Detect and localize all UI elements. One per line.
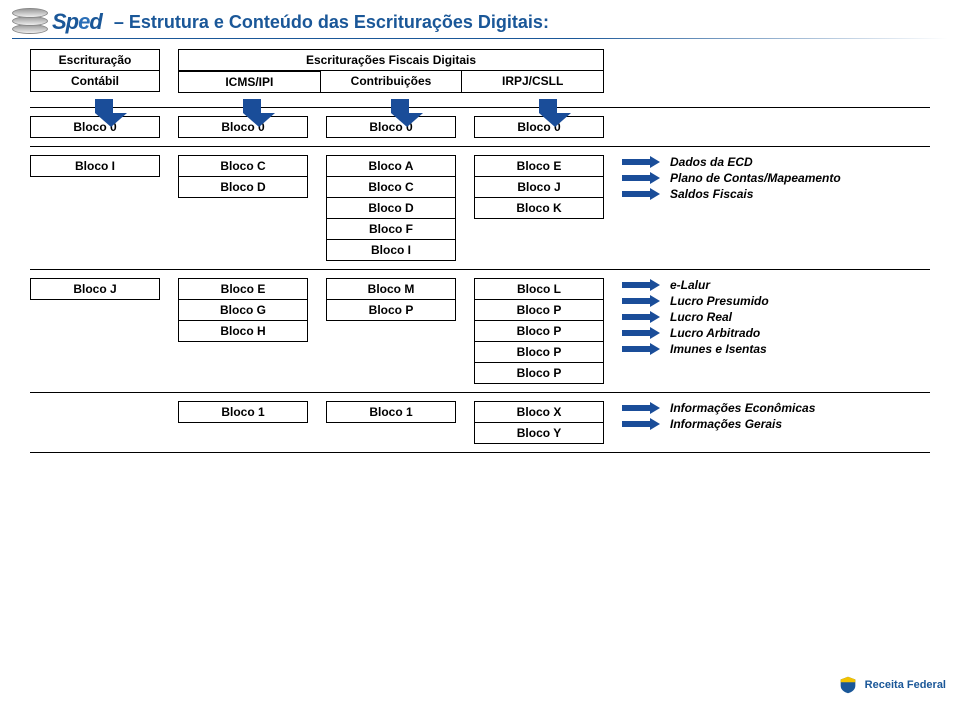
escrituracoes-fiscais-header: Escriturações Fiscais Digitais ICMS/IPI … xyxy=(178,49,604,93)
arrow-right-icon xyxy=(622,343,662,355)
cell: Bloco E xyxy=(474,155,604,177)
arrow-right-icon xyxy=(622,188,662,200)
legend-item: Informações Econômicas xyxy=(622,401,815,415)
legend-item: Lucro Real xyxy=(622,310,769,324)
col-contribuicoes: Contribuições xyxy=(320,70,463,93)
cell: Bloco K xyxy=(474,197,604,219)
legend-item: Imunes e Isentas xyxy=(622,342,769,356)
section-mid: Bloco I Bloco C Bloco D Bloco A Bloco C … xyxy=(30,155,930,261)
diagram-content: Escrituração Contábil Escriturações Fisc… xyxy=(0,39,960,453)
bottom-col2: Bloco 1 xyxy=(178,401,308,423)
separator xyxy=(30,392,930,393)
legend-item: Informações Gerais xyxy=(622,417,815,431)
cell: Bloco X xyxy=(474,401,604,423)
sped-logo: Sped xyxy=(12,8,102,36)
page-title: – Estrutura e Conteúdo das Escriturações… xyxy=(114,12,549,33)
cell: Bloco 1 xyxy=(178,401,308,423)
cell: Bloco H xyxy=(178,320,308,342)
cell: Bloco J xyxy=(474,176,604,198)
arrow-right-icon xyxy=(622,295,662,307)
arrow-right-icon xyxy=(622,156,662,168)
cell: Bloco P xyxy=(474,362,604,384)
arrow-right-icon xyxy=(622,418,662,430)
cell: Bloco C xyxy=(326,176,456,198)
mid-col2: Bloco C Bloco D xyxy=(178,155,308,198)
col-irpj-csll: IRPJ/CSLL xyxy=(461,70,604,93)
cell: Bloco Y xyxy=(474,422,604,444)
lower-col3: Bloco M Bloco P xyxy=(326,278,456,321)
section-lower: Bloco J Bloco E Bloco G Bloco H Bloco M … xyxy=(30,278,930,384)
header: Sped – Estrutura e Conteúdo das Escritur… xyxy=(0,0,960,38)
arrow-right-icon xyxy=(622,279,662,291)
arrow-right-icon xyxy=(622,172,662,184)
legend-item: Lucro Presumido xyxy=(622,294,769,308)
cell: Bloco P xyxy=(474,320,604,342)
cell: Bloco 1 xyxy=(326,401,456,423)
cell: Bloco P xyxy=(474,299,604,321)
rf-icon xyxy=(837,674,859,696)
cell: Bloco D xyxy=(326,197,456,219)
legend-item: e-Lalur xyxy=(622,278,769,292)
cell: Bloco C xyxy=(178,155,308,177)
footer-label: Receita Federal xyxy=(865,679,946,691)
legend-item: Dados da ECD xyxy=(622,155,841,169)
cell: Bloco M xyxy=(326,278,456,300)
cell: Bloco I xyxy=(30,155,160,177)
separator xyxy=(30,146,930,147)
lower-col1: Bloco J xyxy=(30,278,160,300)
separator xyxy=(30,107,930,108)
bottom-col3: Bloco 1 xyxy=(326,401,456,423)
lower-col2: Bloco E Bloco G Bloco H xyxy=(178,278,308,342)
bloco0-row: Bloco 0 Bloco 0 Bloco 0 Bloco 0 xyxy=(30,116,930,138)
receita-federal-logo: Receita Federal xyxy=(837,674,946,696)
mid-legend: Dados da ECD Plano de Contas/Mapeamento … xyxy=(622,155,841,201)
group-title: Escriturações Fiscais Digitais xyxy=(178,49,604,71)
legend-item: Plano de Contas/Mapeamento xyxy=(622,171,841,185)
section-bottom: Bloco 1 Bloco 1 Bloco X Bloco Y Informaç… xyxy=(30,401,930,444)
bottom-col4: Bloco X Bloco Y xyxy=(474,401,604,444)
discs-icon xyxy=(12,8,48,36)
arrow-right-icon xyxy=(622,402,662,414)
cell: Bloco D xyxy=(178,176,308,198)
legend-item: Saldos Fiscais xyxy=(622,187,841,201)
separator xyxy=(30,452,930,453)
cell: Bloco I xyxy=(326,239,456,261)
mid-col4: Bloco E Bloco J Bloco K xyxy=(474,155,604,219)
legend-item: Lucro Arbitrado xyxy=(622,326,769,340)
separator xyxy=(30,269,930,270)
mid-col3: Bloco A Bloco C Bloco D Bloco F Bloco I xyxy=(326,155,456,261)
lower-legend: e-Lalur Lucro Presumido Lucro Real Lucro… xyxy=(622,278,769,356)
top-header-row: Escrituração Contábil Escriturações Fisc… xyxy=(30,49,930,93)
cell: Contábil xyxy=(30,70,160,92)
cell: Bloco F xyxy=(326,218,456,240)
bottom-legend: Informações Econômicas Informações Gerai… xyxy=(622,401,815,431)
cell: Bloco E xyxy=(178,278,308,300)
cell: Bloco L xyxy=(474,278,604,300)
arrow-right-icon xyxy=(622,327,662,339)
lower-col4: Bloco L Bloco P Bloco P Bloco P Bloco P xyxy=(474,278,604,384)
mid-col1: Bloco I xyxy=(30,155,160,177)
cell: Bloco G xyxy=(178,299,308,321)
cell: Bloco A xyxy=(326,155,456,177)
cell: Escrituração xyxy=(30,49,160,71)
arrow-right-icon xyxy=(622,311,662,323)
logo-text: Sped xyxy=(52,9,102,35)
col-icms-ipi: ICMS/IPI xyxy=(178,71,321,93)
escrituracao-contabil-header: Escrituração Contábil xyxy=(30,49,160,92)
cell: Bloco P xyxy=(326,299,456,321)
cell: Bloco P xyxy=(474,341,604,363)
cell: Bloco J xyxy=(30,278,160,300)
